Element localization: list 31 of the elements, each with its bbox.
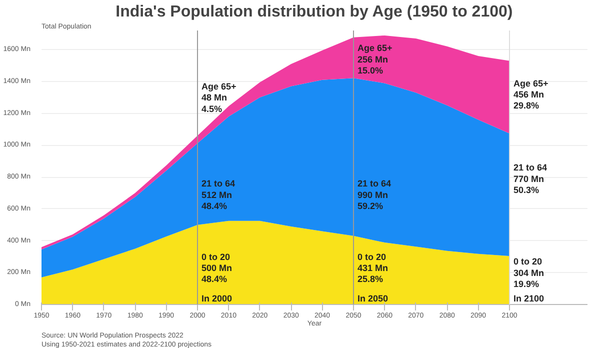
annotation: 431 Mn [358, 263, 388, 274]
chart-title: India's Population distribution by Age (1950 to 2100) [116, 4, 513, 20]
annotation: Age 65+ [202, 81, 236, 92]
annotation: 21 to 64 [358, 178, 392, 189]
annotation: 512 Mn [202, 190, 232, 200]
annotation: 770 Mn [514, 174, 544, 184]
annotation: 0 to 20 [202, 252, 230, 262]
annotation: Age 65+ [358, 43, 392, 54]
annotation: 0 to 20 [358, 252, 386, 262]
annotation: In 2000 [202, 293, 232, 304]
annotation: In 2050 [358, 293, 388, 304]
annotation: 15.0% [358, 66, 384, 76]
annotation: 50.3% [514, 185, 540, 196]
annotation: Age 65+ [514, 78, 548, 88]
annotation: 19.9% [514, 279, 540, 290]
annotation: 48.4% [202, 200, 228, 211]
annotation: 0 to 20 [514, 256, 542, 267]
annotation: 500 Mn [202, 263, 232, 274]
annotation: 25.8% [358, 274, 384, 284]
annotation: 29.8% [514, 100, 540, 111]
annotation: 304 Mn [514, 268, 544, 278]
annotation: In 2100 [514, 293, 544, 304]
annotation: 4.5% [202, 104, 222, 114]
annotation: 990 Mn [358, 190, 388, 200]
annotation: 48.4% [202, 274, 228, 284]
annotation: 59.2% [358, 200, 384, 211]
annotation: 48 Mn [202, 92, 228, 103]
annotation: 21 to 64 [514, 162, 548, 173]
annotation: 21 to 64 [202, 178, 236, 189]
annotation: 256 Mn [358, 54, 388, 64]
annotation: 456 Mn [514, 89, 544, 100]
